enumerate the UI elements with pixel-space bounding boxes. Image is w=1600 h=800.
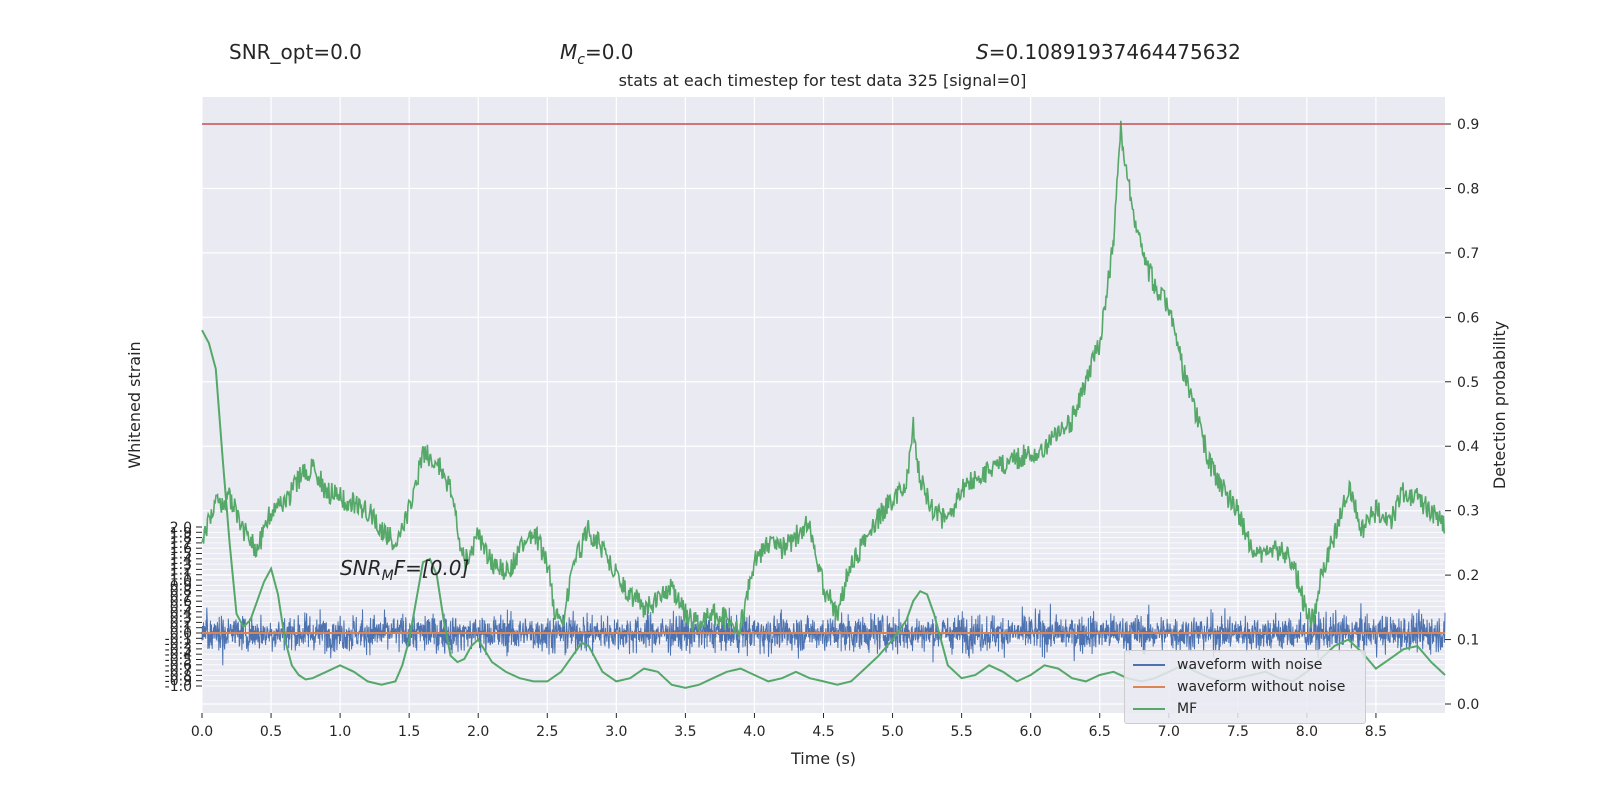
x-tick-label-4: 2.0: [467, 724, 489, 740]
strain-tick-label-7: -0.3: [165, 642, 192, 658]
s-stat-value: =0.10891937464475632: [988, 40, 1241, 64]
prob-tick-label-9: 0.9: [1457, 117, 1479, 133]
legend-label-clean: waveform without noise: [1177, 679, 1346, 695]
strain-tick-label-4: -0.6: [165, 658, 192, 674]
strain-tick-label-16: 0.6: [170, 594, 192, 610]
strain-tick-label-27: 1.7: [170, 536, 192, 552]
strain-tick-label-13: 0.3: [170, 610, 192, 626]
strain-tick-label-28: 1.8: [170, 531, 192, 547]
strain-tick-label-20: 1.0: [170, 573, 192, 589]
legend-swatch-clean: [1133, 686, 1165, 688]
prob-tick-label-2: 0.2: [1457, 568, 1479, 584]
legend-swatch-mf: [1133, 708, 1165, 710]
x-tick-label-0: 0.0: [191, 724, 213, 740]
prob-tick-label-5: 0.5: [1457, 375, 1479, 391]
prob-tick-label-0: 0.0: [1457, 697, 1479, 713]
x-tick-label-15: 7.5: [1227, 724, 1249, 740]
x-tick-label-16: 8.0: [1296, 724, 1318, 740]
strain-tick-label-8: -0.2: [165, 637, 192, 653]
strain-tick-label-19: 0.9: [170, 578, 192, 594]
prob-tick-label-7: 0.7: [1457, 246, 1479, 262]
x-tick-label-5: 2.5: [536, 724, 558, 740]
chirp-mass-value: =0.0: [584, 40, 634, 64]
strain-tick-label-22: 1.2: [170, 562, 192, 578]
strain-tick-label-0: -1.0: [165, 679, 192, 695]
strain-tick-label-12: 0.2: [170, 615, 192, 631]
x-tick-label-1: 0.5: [260, 724, 282, 740]
strain-tick-label-5: -0.5: [165, 653, 192, 669]
x-tick-label-2: 1.0: [329, 724, 351, 740]
strain-tick-label-6: -0.4: [165, 647, 192, 663]
x-tick-label-6: 3.0: [605, 724, 627, 740]
legend-label-noise: waveform with noise: [1177, 657, 1323, 673]
strain-tick-label-25: 1.5: [170, 547, 192, 563]
legend: waveform with noise waveform without noi…: [1124, 650, 1366, 724]
s-stat-symbol: S: [976, 40, 989, 64]
chart-title: stats at each timestep for test data 325…: [618, 71, 1027, 90]
legend-label-mf: MF: [1177, 701, 1198, 717]
x-tick-label-10: 5.0: [881, 724, 903, 740]
legend-item-mf: MF: [1133, 699, 1197, 719]
prob-tick-label-8: 0.8: [1457, 181, 1479, 197]
prob-tick-label-3: 0.3: [1457, 504, 1479, 520]
strain-tick-label-11: 0.1: [170, 621, 192, 637]
x-tick-label-12: 6.0: [1020, 724, 1042, 740]
x-tick-label-7: 3.5: [674, 724, 696, 740]
s-stat-label: S=0.10891937464475632: [976, 40, 1241, 64]
y-axis-label-left: Whitened strain: [125, 341, 144, 468]
prob-tick-label-1: 0.1: [1457, 633, 1479, 649]
x-tick-label-3: 1.5: [398, 724, 420, 740]
snr-mf-annotation: SNRMF=[0.0]: [340, 556, 469, 584]
strain-tick-label-18: 0.8: [170, 584, 192, 600]
snr-opt-label: SNR_opt=0.0: [229, 40, 362, 64]
strain-tick-label-14: 0.4: [170, 605, 192, 621]
strain-tick-label-29: 1.9: [170, 525, 192, 541]
strain-tick-label-23: 1.3: [170, 557, 192, 573]
legend-item-noise: waveform with noise: [1133, 655, 1322, 675]
prob-tick-label-4: 0.4: [1457, 439, 1479, 455]
strain-tick-label-24: 1.4: [170, 552, 192, 568]
x-tick-label-14: 7.0: [1158, 724, 1180, 740]
strain-tick-label-10: 0.0: [170, 626, 192, 642]
chirp-mass-symbol: M: [560, 40, 578, 64]
strain-tick-label-1: -0.9: [165, 674, 192, 690]
strain-tick-label-9: -0.1: [165, 631, 192, 647]
strain-tick-label-15: 0.5: [170, 600, 192, 616]
strain-tick-label-3: -0.7: [165, 663, 192, 679]
x-tick-label-13: 6.5: [1089, 724, 1111, 740]
strain-tick-label-30: 2.0: [170, 520, 192, 536]
legend-swatch-noise: [1133, 664, 1165, 666]
snr-mf-base: SNR: [340, 556, 382, 580]
chirp-mass-subscript: c: [577, 52, 585, 68]
x-tick-label-17: 8.5: [1365, 724, 1387, 740]
strain-tick-label-26: 1.6: [170, 541, 192, 557]
strain-tick-label-2: -0.8: [165, 668, 192, 684]
strain-tick-label-21: 1.1: [170, 568, 192, 584]
x-tick-label-8: 4.0: [743, 724, 765, 740]
x-tick-label-11: 5.5: [950, 724, 972, 740]
chirp-mass-label: Mc=0.0: [560, 40, 634, 68]
detection-probability-line: [201, 120, 1446, 637]
snr-mf-rest: F=[0.0]: [393, 556, 470, 580]
x-tick-label-9: 4.5: [812, 724, 834, 740]
y-axis-label-right: Detection probability: [1490, 321, 1509, 489]
legend-item-clean: waveform without noise: [1133, 677, 1345, 697]
prob-tick-label-6: 0.6: [1457, 310, 1479, 326]
snr-mf-subscript: M: [381, 568, 394, 584]
x-axis-label: Time (s): [790, 749, 856, 768]
strain-tick-label-17: 0.7: [170, 589, 192, 605]
